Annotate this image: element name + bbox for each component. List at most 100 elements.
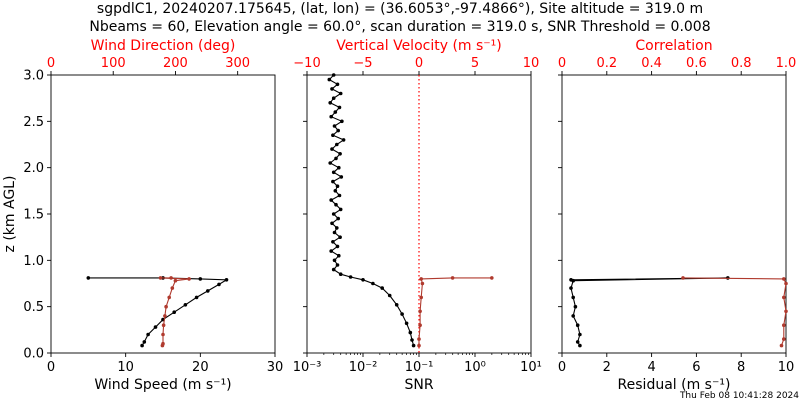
data-point bbox=[161, 332, 165, 337]
timestamp: Thu Feb 08 10:41:28 2024 bbox=[679, 391, 799, 400]
data-point bbox=[339, 175, 344, 179]
data-point bbox=[327, 77, 332, 82]
data-point bbox=[331, 240, 335, 244]
data-point bbox=[328, 161, 333, 165]
data-point bbox=[490, 276, 494, 280]
x-tick-label: 30 bbox=[267, 360, 284, 375]
data-point bbox=[338, 91, 343, 96]
top-x-tick-label: 100 bbox=[101, 56, 126, 71]
data-point bbox=[334, 202, 338, 207]
y-axis-label: z (km AGL) bbox=[2, 176, 18, 253]
data-point bbox=[578, 343, 582, 348]
data-point bbox=[331, 133, 335, 137]
data-point bbox=[337, 193, 342, 198]
plot-frame bbox=[50, 74, 276, 354]
data-point bbox=[331, 267, 336, 272]
data-point bbox=[417, 343, 421, 348]
data-point bbox=[681, 276, 685, 280]
series-line-bottom bbox=[570, 277, 728, 346]
y-tick-label: 3.0 bbox=[23, 69, 44, 84]
data-point bbox=[338, 272, 343, 277]
data-point bbox=[575, 323, 580, 328]
data-point bbox=[420, 281, 425, 286]
data-point bbox=[782, 277, 786, 281]
data-point bbox=[335, 82, 340, 87]
data-point bbox=[335, 244, 340, 249]
data-point bbox=[217, 282, 221, 287]
x-tick-label: 10⁻³ bbox=[293, 360, 322, 375]
data-point bbox=[782, 337, 786, 341]
data-point bbox=[334, 156, 338, 161]
data-point bbox=[340, 119, 344, 124]
x-tick-label: 10 bbox=[778, 360, 795, 375]
top-x-tick-label: 0.8 bbox=[731, 56, 752, 71]
data-point bbox=[337, 165, 341, 170]
data-point bbox=[400, 312, 404, 316]
data-point bbox=[578, 332, 582, 337]
data-point bbox=[170, 286, 175, 290]
data-point bbox=[331, 96, 336, 100]
top-x-tick-label: 0.4 bbox=[641, 56, 662, 71]
data-point bbox=[782, 323, 786, 328]
data-point bbox=[371, 281, 375, 286]
data-point bbox=[782, 295, 786, 300]
data-point bbox=[331, 73, 336, 77]
data-point bbox=[404, 321, 409, 326]
y-tick-label: 0.5 bbox=[23, 300, 44, 315]
x-tick-label: 4 bbox=[647, 360, 655, 375]
data-point bbox=[338, 207, 343, 212]
data-point bbox=[172, 310, 176, 315]
x-tick-label: 8 bbox=[737, 360, 745, 375]
x-tick-label: 0 bbox=[47, 360, 55, 375]
data-point bbox=[330, 147, 334, 151]
top-x-tick-label: 0.6 bbox=[686, 56, 707, 71]
data-point bbox=[187, 277, 191, 281]
data-point bbox=[394, 303, 399, 307]
x-tick-label: 10¹ bbox=[520, 360, 542, 375]
data-point bbox=[348, 275, 353, 279]
data-point bbox=[183, 303, 188, 307]
data-point bbox=[571, 314, 575, 318]
data-point bbox=[329, 114, 334, 119]
data-point bbox=[164, 304, 168, 309]
data-point bbox=[784, 281, 788, 286]
top-x-tick-label: 0.2 bbox=[596, 56, 617, 71]
y-tick-label: 2.5 bbox=[23, 115, 44, 130]
data-point bbox=[169, 276, 173, 280]
data-point bbox=[153, 325, 158, 329]
y-tick-label: 1.0 bbox=[23, 254, 44, 269]
x-tick-label: 20 bbox=[192, 360, 209, 375]
data-point bbox=[332, 124, 337, 128]
data-point bbox=[417, 337, 421, 341]
top-x-tick-label: 200 bbox=[163, 56, 188, 71]
data-point bbox=[418, 323, 422, 328]
data-point bbox=[330, 87, 334, 91]
data-point bbox=[328, 101, 333, 105]
data-point bbox=[329, 249, 334, 253]
y-tick-label: 2.0 bbox=[23, 161, 44, 176]
data-point bbox=[571, 278, 575, 283]
data-point bbox=[163, 314, 167, 318]
data-point bbox=[173, 278, 178, 283]
data-point bbox=[330, 221, 334, 226]
x-axis-label: Wind Speed (m s⁻¹) bbox=[94, 377, 231, 393]
data-point bbox=[161, 323, 166, 328]
data-point bbox=[194, 295, 199, 300]
panel-left: 0.00.51.01.52.02.53.00 10 20 300 100 200 300Wi… bbox=[23, 38, 283, 393]
data-point bbox=[419, 277, 424, 281]
data-point bbox=[140, 343, 144, 348]
data-point bbox=[341, 138, 346, 142]
data-point bbox=[569, 286, 573, 290]
y-tick-label: 0.0 bbox=[23, 347, 44, 362]
data-point bbox=[86, 276, 91, 280]
figure-title-line2: Nbeams = 60, Elevation angle = 60.0°, sc… bbox=[89, 19, 710, 35]
series-line-top bbox=[682, 277, 787, 346]
x-axis-label: Residual (m s⁻¹) bbox=[618, 377, 731, 393]
data-point bbox=[450, 276, 455, 280]
data-point bbox=[331, 179, 335, 184]
top-x-tick-label: 0 bbox=[47, 56, 55, 71]
data-point bbox=[336, 128, 341, 133]
data-point bbox=[380, 286, 385, 290]
x-tick-label: 2 bbox=[603, 360, 611, 375]
